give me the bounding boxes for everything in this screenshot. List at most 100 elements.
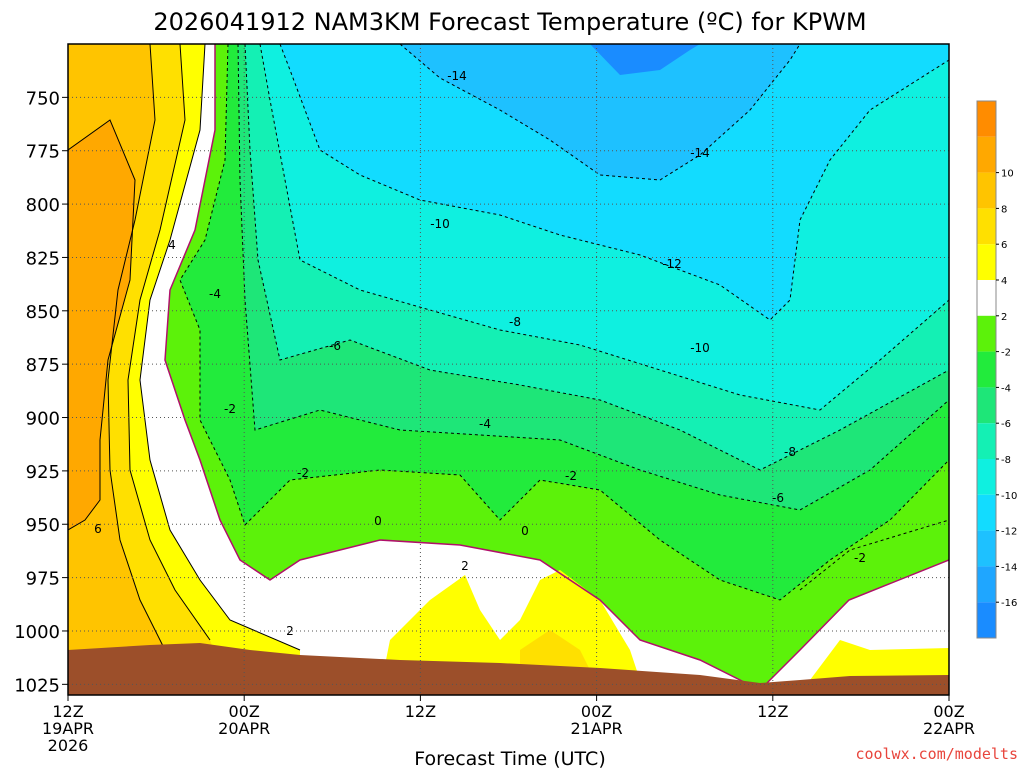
y-tick-label: 1000 [14, 622, 60, 643]
y-tick-label: 775 [26, 142, 60, 163]
y-tick-label: 875 [26, 355, 60, 376]
x-tick-label: 12Z [757, 702, 788, 721]
contour-minus-8 [244, 44, 949, 471]
contour-minus-12 [279, 44, 949, 321]
colorbar-label: 6 [1001, 240, 1007, 251]
contour-label: -2 [854, 551, 866, 565]
colorbar-swatch [977, 566, 996, 603]
contour-label: -2 [297, 466, 309, 480]
x-tick-label: 00Z [229, 702, 260, 721]
y-tick-label: 1025 [14, 675, 60, 696]
credit-link[interactable]: coolwx.com/modelts [855, 745, 1018, 763]
colorbar-label: 8 [1001, 204, 1007, 215]
contour-label: 2 [461, 559, 469, 573]
colorbar-swatch [977, 602, 996, 638]
colorbar-swatch [977, 530, 996, 567]
x-tick-label: 2026 [48, 736, 89, 755]
y-tick-label: 975 [26, 569, 60, 590]
colorbar-swatch [977, 423, 996, 459]
x-tick-label: 12Z [405, 702, 436, 721]
y-tick-label: 950 [26, 515, 60, 536]
y-tick-label: 925 [26, 462, 60, 483]
contour-label: -14 [447, 69, 467, 83]
contour-plus-4 [127, 44, 211, 641]
colorbar-swatch [977, 101, 996, 137]
colorbar-label: -6 [1001, 419, 1011, 430]
contour-label: -10 [690, 341, 710, 355]
contour-plus-2 [139, 44, 301, 651]
contour-label: -8 [784, 445, 796, 459]
colorbar-swatch [977, 244, 996, 280]
colorbar-frame [976, 100, 997, 639]
contour-label: -12 [662, 257, 682, 271]
contour-minus-10 [259, 44, 949, 411]
x-tick-label: 00Z [581, 702, 612, 721]
x-tick-label: 19APR [42, 719, 94, 738]
band-minus-14 [400, 44, 800, 180]
colorbar-swatch [977, 459, 996, 495]
temperature-field [68, 44, 949, 695]
contour-label: -2 [565, 469, 577, 483]
colorbar-label: 10 [1001, 169, 1014, 180]
x-tick-label: 22APR [923, 719, 975, 738]
contour-label: -4 [209, 287, 221, 301]
y-tick-label: 825 [26, 248, 60, 269]
y-tick-label: 900 [26, 409, 60, 430]
colorbar-swatch [977, 351, 996, 388]
contour-plus-6 [107, 44, 171, 661]
x-tick-label: 21APR [571, 719, 623, 738]
contour-label: -8 [509, 315, 521, 329]
contour-label: -6 [772, 491, 784, 505]
colorbar-label: -12 [1001, 527, 1017, 538]
y-tick-label: 800 [26, 195, 60, 216]
band-minus-12 [280, 44, 949, 320]
contour-label: -4 [479, 417, 491, 431]
y-tick-label: 850 [26, 302, 60, 323]
plot-frame [67, 43, 950, 696]
x-tick-label: 00Z [933, 702, 964, 721]
contour-label: 6 [94, 522, 102, 536]
x-axis-label: Forecast Time (UTC) [414, 748, 605, 768]
colorbar-label: 2 [1001, 312, 1007, 323]
contour-minus-2 [799, 519, 949, 591]
contour-plus-8 [68, 119, 136, 531]
colorbar-label: -16 [1001, 598, 1017, 609]
colorbar-swatch [977, 494, 996, 531]
contour-label: 4 [168, 238, 176, 252]
contour-zero [164, 44, 949, 691]
colorbar-swatch [977, 136, 996, 173]
colorbar-label: -8 [1001, 455, 1011, 466]
colorbar: -16 -14 -12 -10 -8 -6 -4 -2 2 4 6 8 10 [976, 100, 1017, 639]
contour-label: -6 [329, 339, 341, 353]
contour-minus-14 [399, 44, 801, 181]
contour-label: 2 [286, 624, 294, 638]
colorbar-label: 4 [1001, 276, 1007, 287]
ground-surface [68, 643, 949, 695]
colorbar-swatch [977, 208, 996, 245]
colorbar-label: -14 [1001, 562, 1017, 573]
colorbar-label: -2 [1001, 348, 1011, 359]
colorbar-swatch [977, 315, 996, 352]
contour-label: 0 [521, 524, 529, 538]
chart-title: 2026041912 NAM3KM Forecast Temperature (… [153, 8, 866, 36]
x-tick-label: 12Z [52, 702, 83, 721]
contour-label: -10 [430, 217, 450, 231]
x-tick-label: 20APR [218, 719, 270, 738]
colorbar-label: -4 [1001, 383, 1011, 394]
contour-label: -2 [224, 402, 236, 416]
y-tick-label: 750 [26, 88, 60, 109]
band-minus-16 [590, 44, 700, 75]
colorbar-swatch [977, 387, 996, 424]
colorbar-swatch [977, 280, 996, 316]
colorbar-label: -10 [1001, 491, 1017, 502]
y-axis: 750 775 800 825 850 875 900 925 950 975 1000 1025 [14, 88, 68, 696]
contour-label: -14 [690, 146, 710, 160]
band-minus-2 [68, 44, 949, 695]
band-plus-8 [68, 120, 135, 530]
contour-label: 0 [374, 514, 382, 528]
grid [68, 44, 949, 695]
contour-labels: -14 -14 -10 -12 -8 -10 -6 -4 -4 -2 -2 -2 -8 -6 -2 0 0 2 2 4… [94, 69, 866, 638]
colorbar-swatch [977, 172, 996, 209]
